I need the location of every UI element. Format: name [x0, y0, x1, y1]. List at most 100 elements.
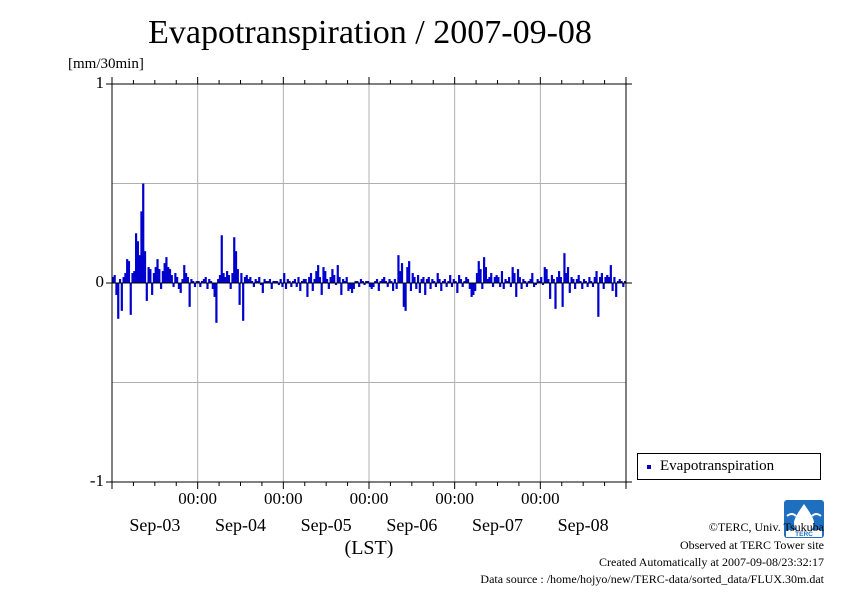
data-bar: [356, 281, 359, 283]
data-bar: [238, 283, 241, 305]
x-date-label: Sep-04: [215, 515, 266, 535]
data-bar: [443, 279, 446, 283]
data-bar: [275, 281, 279, 283]
data-bar: [395, 283, 398, 289]
data-bar: [127, 261, 131, 283]
data-bar: [156, 259, 159, 283]
data-bar: [226, 271, 229, 283]
data-bar: [213, 283, 216, 297]
data-bar: [568, 283, 571, 293]
data-bar: [252, 283, 255, 287]
legend: Evapotranspiration: [637, 453, 821, 480]
data-bar: [424, 283, 427, 295]
data-bar: [317, 265, 320, 283]
data-bar: [111, 277, 114, 283]
data-bar: [411, 273, 414, 283]
data-bar: [582, 279, 586, 283]
data-bar: [527, 281, 530, 283]
data-bar: [202, 279, 206, 283]
data-bar: [416, 275, 420, 283]
data-bar: [622, 283, 625, 287]
data-bar: [374, 281, 377, 283]
data-bar: [522, 279, 525, 283]
data-bar: [618, 279, 621, 283]
data-bar: [524, 281, 527, 283]
data-bar: [408, 261, 411, 283]
credit-observed: Observed at TERC Tower site: [679, 538, 824, 552]
data-bar: [452, 279, 455, 283]
data-bar: [309, 273, 313, 283]
y-axis-unit-label: [mm/30min]: [68, 56, 144, 72]
data-bar: [172, 283, 175, 287]
data-bar: [184, 273, 188, 283]
data-bar: [318, 277, 322, 283]
bar-series-evapotranspiration: [111, 183, 627, 323]
data-bar: [336, 265, 339, 283]
data-bar: [518, 277, 521, 283]
data-bar: [436, 273, 439, 283]
data-bar: [340, 283, 343, 295]
data-bar: [186, 277, 189, 283]
data-bar: [195, 281, 198, 283]
data-bar: [299, 283, 302, 291]
data-bar: [140, 211, 143, 283]
data-bar: [136, 241, 139, 283]
y-tick-label: 1: [95, 73, 105, 92]
data-bar: [327, 283, 330, 289]
data-bar: [434, 283, 438, 287]
data-bar: [322, 267, 325, 283]
data-bar: [179, 283, 182, 293]
credit-source: Data source : /home/hojyo/new/TERC-data/…: [480, 572, 824, 586]
data-bar: [513, 273, 516, 283]
data-bar: [259, 283, 263, 285]
data-bar: [290, 283, 293, 287]
data-bar: [602, 283, 605, 289]
data-bar: [481, 283, 484, 289]
data-bar: [604, 277, 607, 283]
data-bar: [270, 283, 273, 289]
data-bar: [557, 271, 561, 283]
data-bar: [422, 277, 425, 283]
data-bar: [368, 283, 371, 287]
data-bar: [468, 283, 471, 289]
data-bar: [113, 275, 116, 283]
data-bar: [342, 279, 345, 283]
x-date-label: Sep-06: [386, 515, 438, 535]
data-bar: [177, 283, 181, 289]
data-bar: [142, 183, 145, 283]
data-bar: [497, 277, 500, 283]
data-bar: [624, 281, 627, 283]
data-bar: [334, 283, 338, 285]
data-bar: [124, 273, 127, 283]
x-date-label: Sep-05: [300, 515, 352, 535]
data-bar: [308, 277, 311, 283]
data-bar: [311, 283, 314, 291]
data-bar: [440, 283, 443, 291]
data-bar: [363, 283, 366, 285]
data-bar: [406, 267, 409, 283]
data-bar: [231, 273, 234, 283]
data-bar: [529, 279, 532, 283]
data-bar: [597, 283, 600, 317]
data-bar: [118, 279, 122, 283]
data-bar: [581, 283, 584, 289]
data-bar: [393, 279, 396, 283]
data-bar: [297, 277, 300, 283]
data-bar: [167, 267, 170, 283]
data-bar: [295, 283, 298, 287]
data-bar: [463, 281, 466, 283]
data-bar: [461, 283, 464, 287]
data-bar: [381, 279, 384, 283]
data-bar: [168, 269, 172, 283]
data-bar: [500, 271, 504, 283]
data-bar: [133, 271, 136, 283]
data-bar: [131, 273, 134, 283]
plot-frame: [106, 77, 632, 489]
data-bar: [399, 271, 402, 283]
data-bar: [209, 281, 213, 283]
data-bar: [234, 251, 238, 283]
data-bar: [284, 283, 288, 289]
data-bar: [475, 273, 479, 283]
data-bar: [163, 263, 166, 283]
